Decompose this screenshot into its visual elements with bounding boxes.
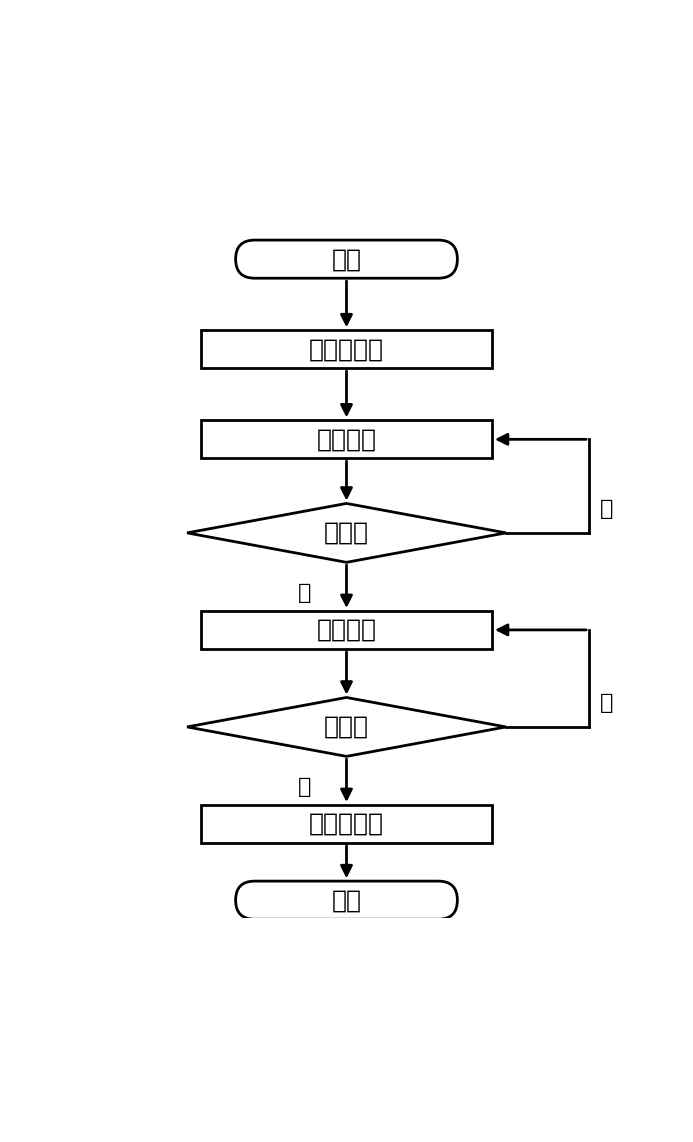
Text: 是: 是 [298,778,312,797]
Text: 启动？: 启动？ [324,521,369,545]
Text: 结束: 结束 [331,888,362,912]
FancyBboxPatch shape [201,420,492,458]
FancyBboxPatch shape [201,611,492,649]
FancyBboxPatch shape [201,330,492,369]
Text: 定时器中断: 定时器中断 [309,812,384,836]
Text: 保存参数: 保存参数 [317,427,376,451]
FancyBboxPatch shape [236,240,457,279]
Text: 系统初始化: 系统初始化 [309,337,384,361]
FancyBboxPatch shape [236,882,457,919]
Text: 开始: 开始 [331,247,362,271]
Polygon shape [187,504,506,562]
Text: 中断？: 中断？ [324,715,369,739]
FancyBboxPatch shape [201,805,492,843]
Text: 是: 是 [298,584,312,603]
Text: 读入参数: 读入参数 [317,618,376,642]
Text: 否: 否 [599,499,613,518]
Polygon shape [187,698,506,756]
Text: 否: 否 [599,693,613,713]
